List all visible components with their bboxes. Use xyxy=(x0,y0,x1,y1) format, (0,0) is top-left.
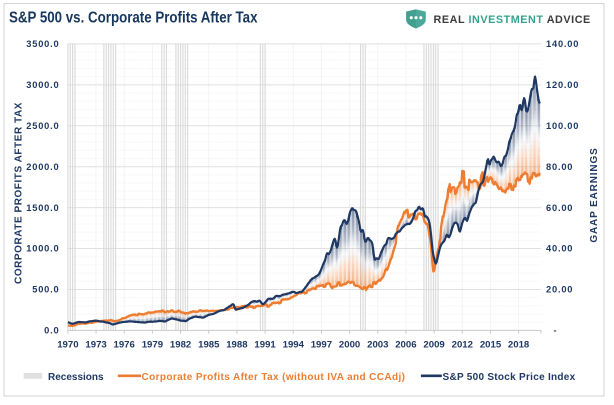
svg-text:1970: 1970 xyxy=(57,339,78,350)
svg-text:3000.0: 3000.0 xyxy=(26,80,59,90)
svg-text:20.00: 20.00 xyxy=(546,285,573,295)
svg-text:GAAP EARNINGS: GAAP EARNINGS xyxy=(589,147,600,242)
svg-text:2000: 2000 xyxy=(339,339,360,350)
svg-text:1988: 1988 xyxy=(226,339,248,350)
svg-text:2018: 2018 xyxy=(508,339,530,350)
svg-text:-: - xyxy=(554,326,558,336)
svg-text:40.00: 40.00 xyxy=(546,244,573,254)
svg-text:1982: 1982 xyxy=(170,339,191,350)
svg-text:Recessions: Recessions xyxy=(48,372,104,383)
svg-text:1500.0: 1500.0 xyxy=(26,203,59,213)
svg-text:100.00: 100.00 xyxy=(546,121,579,131)
svg-text:REAL INVESTMENT ADVICE: REAL INVESTMENT ADVICE xyxy=(434,14,591,26)
svg-text:2015: 2015 xyxy=(480,339,502,350)
svg-text:S&P 500 vs. Corporate Profits: S&P 500 vs. Corporate Profits After Tax xyxy=(9,9,258,26)
svg-text:1985: 1985 xyxy=(198,339,220,350)
svg-text:1973: 1973 xyxy=(85,339,106,350)
svg-text:CORPORATE PROFITS AFTER TAX: CORPORATE PROFITS AFTER TAX xyxy=(14,102,25,284)
svg-text:1994: 1994 xyxy=(283,339,305,350)
svg-text:60.00: 60.00 xyxy=(546,203,573,213)
svg-text:140.00: 140.00 xyxy=(546,39,579,49)
svg-text:2012: 2012 xyxy=(452,339,473,350)
svg-text:1976: 1976 xyxy=(114,339,135,350)
svg-text:S&P 500 Stock Price Index: S&P 500 Stock Price Index xyxy=(443,372,576,383)
svg-text:2006: 2006 xyxy=(395,339,416,350)
svg-text:1979: 1979 xyxy=(142,339,163,350)
svg-text:Corporate Profits After Tax (w: Corporate Profits After Tax (without IVA… xyxy=(142,372,406,383)
svg-text:0.0: 0.0 xyxy=(44,326,59,336)
svg-text:3500.0: 3500.0 xyxy=(26,39,59,49)
svg-text:2500.0: 2500.0 xyxy=(26,121,59,131)
svg-text:2000.0: 2000.0 xyxy=(26,162,59,172)
svg-text:1997: 1997 xyxy=(311,339,332,350)
svg-text:1000.0: 1000.0 xyxy=(26,244,59,254)
svg-text:2009: 2009 xyxy=(423,339,444,350)
svg-text:2003: 2003 xyxy=(367,339,388,350)
svg-text:80.00: 80.00 xyxy=(546,162,573,172)
svg-text:500.0: 500.0 xyxy=(32,285,59,295)
svg-text:1991: 1991 xyxy=(254,339,276,350)
svg-text:120.00: 120.00 xyxy=(546,80,579,90)
